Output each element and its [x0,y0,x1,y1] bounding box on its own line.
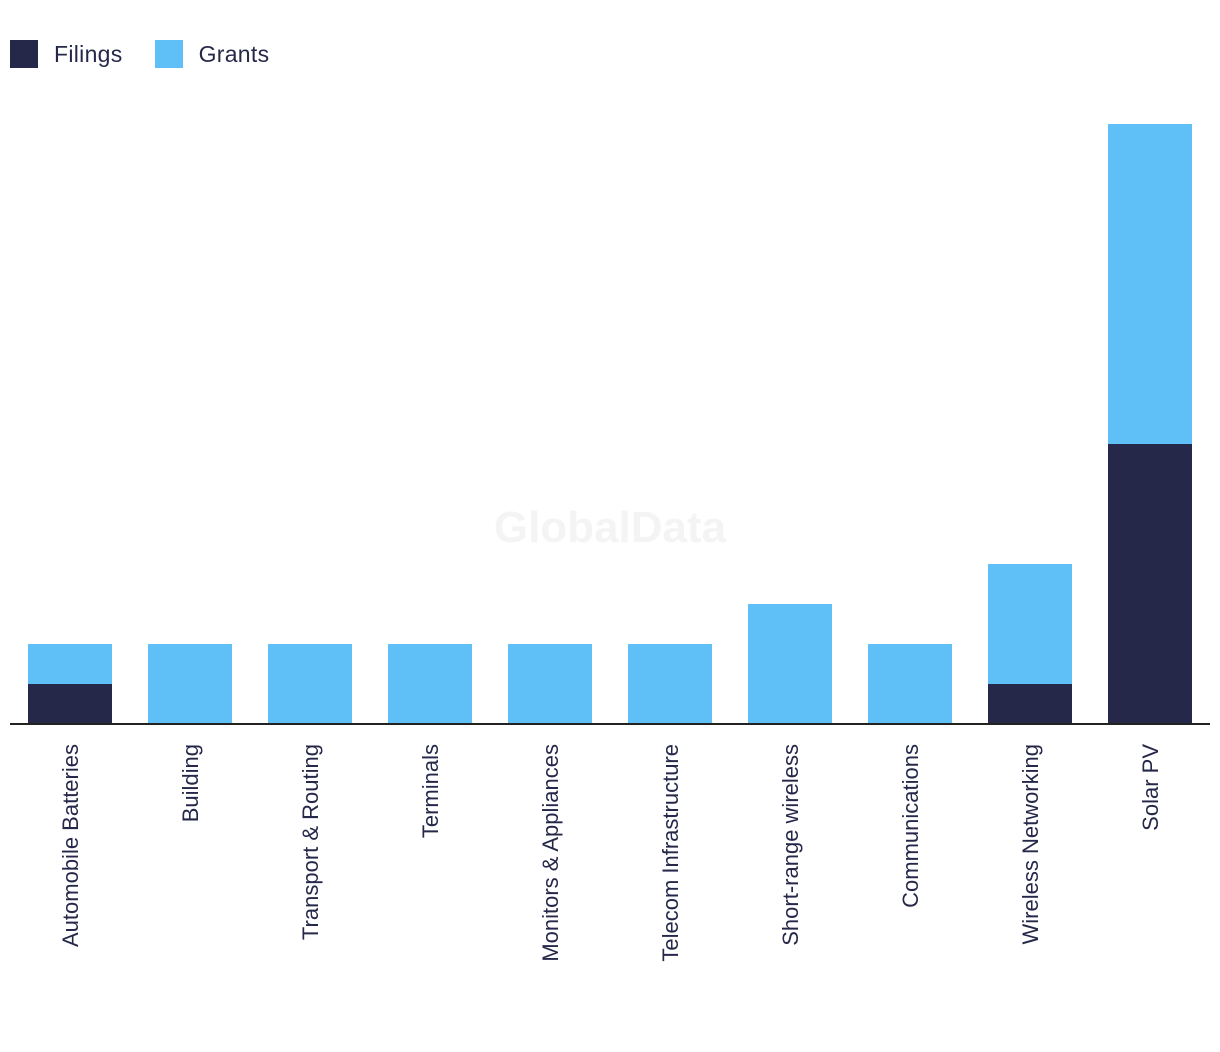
bar-grants-0 [28,644,112,684]
x-tick-label: Wireless Networking [1018,744,1043,945]
x-tick-label: Transport & Routing [298,744,323,940]
x-tick-label: Communications [898,744,923,908]
x-tick-label: Solar PV [1138,744,1163,831]
x-tick-label: Monitors & Appliances [538,744,563,962]
x-tick-label: Short-range wireless [778,744,803,946]
bar-grants-4 [508,644,592,724]
legend: Filings Grants [10,40,301,68]
watermark: GlobalData [494,503,727,552]
x-tick-labels: Automobile Batteries Building Transport & … [58,744,1163,962]
bar-filings-9 [1108,444,1192,724]
bar-grants-8 [988,564,1072,684]
legend-swatch-filings [10,40,38,68]
bar-filings-8 [988,684,1072,724]
bar-grants-6 [748,604,832,724]
legend-label-grants: Grants [198,40,270,67]
bars-group [28,124,1192,724]
bar-grants-1 [148,644,232,724]
x-tick-label: Telecom Infrastructure [658,744,683,962]
bar-grants-5 [628,644,712,724]
bar-filings-0 [28,684,112,724]
bar-grants-9 [1108,124,1192,444]
x-tick-label: Building [178,744,203,822]
x-tick-label: Terminals [418,744,443,838]
legend-item-grants: Grants [154,40,270,68]
legend-label-filings: Filings [54,40,123,67]
bar-grants-7 [868,644,952,724]
x-tick-label: Automobile Batteries [58,744,83,947]
bar-grants-3 [388,644,472,724]
bar-grants-2 [268,644,352,724]
legend-swatch-grants [154,40,183,68]
legend-item-filings: Filings [10,40,123,68]
